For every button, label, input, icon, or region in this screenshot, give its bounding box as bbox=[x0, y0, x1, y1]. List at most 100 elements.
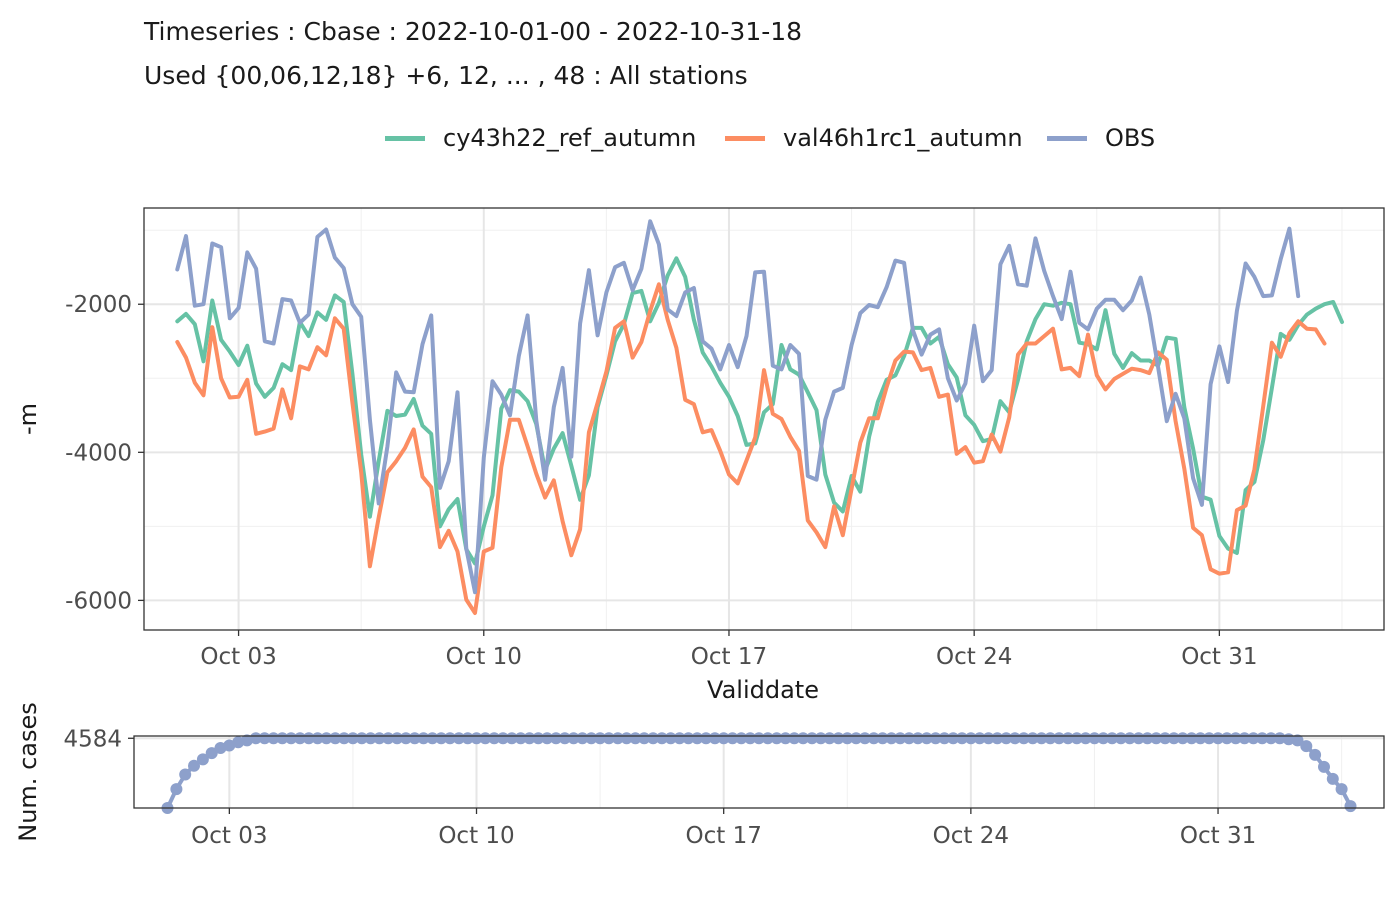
cases-point bbox=[1123, 732, 1136, 745]
cases-point bbox=[982, 732, 995, 745]
cases-point bbox=[691, 732, 704, 745]
cases-point bbox=[929, 732, 942, 745]
cases-point bbox=[708, 732, 721, 745]
cases-point bbox=[894, 732, 907, 745]
cases-point bbox=[329, 732, 342, 745]
cases-point bbox=[867, 732, 880, 745]
main-y-axis: -2000 -4000 -6000 bbox=[65, 292, 144, 614]
title-line-1: Timeseries : Cbase : 2022-10-01-00 - 202… bbox=[144, 17, 803, 46]
cases-point bbox=[1318, 760, 1330, 773]
cases-point bbox=[947, 732, 960, 745]
cases-point bbox=[179, 768, 192, 781]
chart-title: Timeseries : Cbase : 2022-10-01-00 - 202… bbox=[144, 10, 802, 98]
x-tick-label: Oct 10 bbox=[438, 823, 514, 849]
cases-point bbox=[920, 732, 933, 745]
cases-point bbox=[417, 732, 430, 745]
y-tick-label: 4584 bbox=[63, 726, 122, 752]
cases-point bbox=[638, 732, 651, 745]
cases-point bbox=[408, 732, 421, 745]
cases-point bbox=[1009, 732, 1021, 745]
cases-point bbox=[1097, 732, 1110, 745]
cases-point bbox=[911, 732, 924, 745]
cases-point bbox=[1114, 732, 1127, 745]
cases-point bbox=[550, 732, 562, 745]
cases-point bbox=[488, 732, 501, 745]
cases-point bbox=[567, 732, 580, 745]
cases-point bbox=[1141, 732, 1154, 745]
cases-point bbox=[505, 732, 518, 745]
cases-series bbox=[161, 732, 1357, 814]
cases-point bbox=[1185, 732, 1198, 745]
cases-x-axis: Oct 03 Oct 10 Oct 17 Oct 24 Oct 31 bbox=[191, 808, 1256, 849]
cases-point bbox=[311, 732, 324, 745]
cases-point bbox=[1229, 732, 1242, 745]
cases-point bbox=[770, 732, 783, 745]
x-tick-label: Oct 24 bbox=[936, 644, 1012, 670]
cases-point bbox=[1291, 734, 1304, 747]
cases-point bbox=[1309, 748, 1322, 761]
cases-point bbox=[823, 732, 836, 745]
cases-point bbox=[753, 732, 765, 745]
legend-label-cy43h22: cy43h22_ref_autumn bbox=[443, 124, 697, 152]
cases-point bbox=[1106, 732, 1119, 745]
x-tick-label: Oct 24 bbox=[933, 823, 1009, 849]
cases-point bbox=[832, 732, 845, 745]
cases-point bbox=[1070, 732, 1083, 745]
cases-point bbox=[611, 732, 624, 745]
cases-point bbox=[956, 732, 968, 745]
cases-point bbox=[514, 732, 527, 745]
cases-point bbox=[399, 732, 412, 745]
cases-point bbox=[188, 759, 200, 772]
cases-point bbox=[276, 732, 289, 745]
cases-point bbox=[903, 732, 916, 745]
cases-point bbox=[320, 732, 333, 745]
cases-point bbox=[594, 732, 607, 745]
cases-point bbox=[585, 732, 598, 745]
cases-point bbox=[1053, 732, 1066, 745]
cases-point bbox=[814, 732, 827, 745]
cases-point bbox=[258, 732, 271, 745]
cases-point bbox=[726, 732, 739, 745]
cases-point bbox=[1026, 732, 1039, 745]
series-line-OBS bbox=[175, 219, 1301, 595]
cases-point bbox=[1159, 732, 1172, 745]
cases-point bbox=[170, 783, 183, 796]
cases-point bbox=[532, 732, 545, 745]
cases-point bbox=[196, 753, 209, 766]
cases-point bbox=[1176, 732, 1189, 745]
x-tick-label: Oct 03 bbox=[191, 823, 267, 849]
cases-panel: 4584 Oct 03 Oct 10 Oct 17 Oct 24 Oct 31 Num. c… bbox=[14, 702, 1385, 849]
cases-point bbox=[1344, 800, 1357, 813]
cases-point bbox=[1167, 732, 1180, 745]
cases-point bbox=[744, 732, 757, 745]
cases-point bbox=[497, 732, 509, 745]
cases-y-axis-title: Num. cases bbox=[14, 702, 42, 841]
cases-point bbox=[346, 732, 359, 745]
cases-point bbox=[1220, 732, 1233, 745]
cases-point bbox=[858, 732, 871, 745]
cases-point bbox=[391, 732, 404, 745]
cases-point bbox=[761, 732, 774, 745]
cases-point bbox=[885, 732, 898, 745]
x-tick-label: Oct 31 bbox=[1180, 823, 1256, 849]
x-tick-label: Oct 17 bbox=[691, 644, 767, 670]
cases-point bbox=[602, 732, 615, 745]
cases-point bbox=[1079, 732, 1092, 745]
cases-point bbox=[973, 732, 986, 745]
legend-key-obs bbox=[1047, 136, 1087, 141]
cases-point bbox=[294, 732, 306, 745]
cases-point bbox=[1238, 732, 1251, 745]
cases-y-axis: 4584 bbox=[63, 726, 134, 752]
series-line-val46h1rc1_autumn bbox=[175, 282, 1327, 615]
legend-key-cy43h22 bbox=[385, 136, 425, 141]
cases-point bbox=[249, 732, 262, 745]
cases-point bbox=[1265, 732, 1277, 745]
cases-point bbox=[1247, 732, 1260, 745]
cases-point bbox=[364, 732, 377, 745]
cases-point bbox=[338, 732, 351, 745]
cases-point bbox=[444, 732, 456, 745]
title-line-2: Used {00,06,12,18} +6, 12, ... , 48 : Al… bbox=[144, 60, 748, 90]
legend-key-val46h1rc1 bbox=[725, 136, 765, 141]
cases-point bbox=[461, 732, 474, 745]
